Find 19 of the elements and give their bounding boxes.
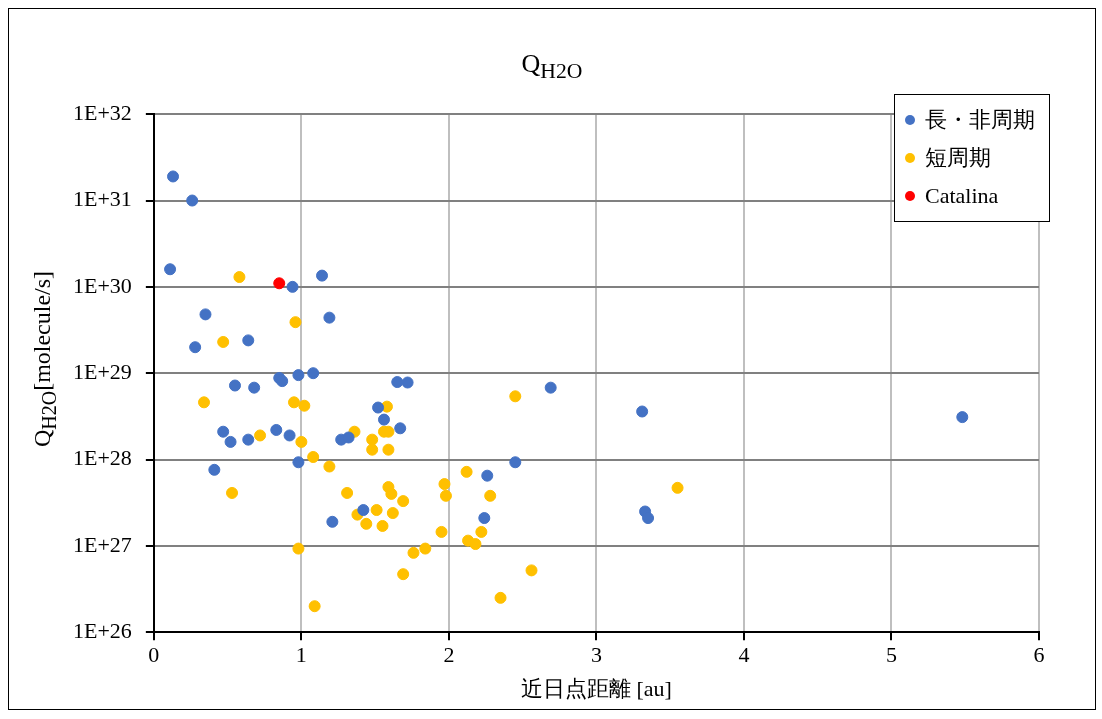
y-tick-label: 1E+29 [72, 358, 132, 384]
y-tick-label: 1E+28 [72, 445, 132, 471]
y-tick-label: 1E+31 [72, 186, 132, 212]
x-tick-label: 5 [885, 642, 897, 668]
x-tick-label: 3 [590, 642, 602, 668]
y-tick-label: 1E+27 [72, 531, 132, 557]
x-tick-label: 6 [1033, 642, 1045, 668]
legend-label: Catalina [925, 183, 999, 209]
legend-label: 短周期 [925, 144, 991, 172]
chart-title: Q$_{H2O}$ [520, 49, 584, 85]
legend-label: 長・非周期 [925, 106, 1035, 134]
y-tick-label: 1E+30 [72, 272, 132, 298]
x-tick-label: 0 [148, 642, 160, 668]
y-tick-label: 1E+32 [72, 99, 132, 125]
y-tick-label: 1E+26 [72, 617, 132, 643]
x-tick-label: 1 [295, 642, 307, 668]
x-tick-label: 4 [738, 642, 750, 668]
x-axis-title: 近日点距離 [au] [520, 675, 672, 701]
x-tick-label: 2 [443, 642, 455, 668]
